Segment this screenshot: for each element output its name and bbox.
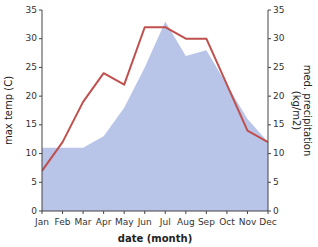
y2-tick-label: 15 — [273, 119, 284, 129]
y2-tick-label: 0 — [273, 206, 279, 216]
y-axis-line — [42, 10, 43, 211]
y2-tick-label: 20 — [273, 91, 285, 101]
y2-tick — [268, 96, 271, 97]
x-tick-label: Jan — [34, 217, 49, 227]
plot-area — [42, 21, 268, 211]
x-tick — [226, 211, 227, 214]
x-tick-label: Jun — [137, 217, 152, 227]
x-tick — [83, 211, 84, 214]
x-tick — [206, 211, 207, 214]
y-tick-label: 30 — [26, 33, 38, 43]
x-tick-label: Dec — [259, 217, 276, 227]
y2-axis-label: med. precipitation(kg/m2) — [291, 65, 313, 157]
temperature-line — [42, 27, 268, 171]
x-tick — [185, 211, 186, 214]
x-tick-label: Feb — [55, 217, 71, 227]
x-tick — [124, 211, 125, 214]
y2-tick — [268, 182, 271, 183]
y-tick-label: 15 — [26, 119, 37, 129]
x-tick — [165, 211, 166, 214]
y2-axis-label-line: (kg/m2) — [291, 91, 302, 131]
y2-tick — [268, 10, 271, 11]
x-tick — [144, 211, 145, 214]
y2-tick — [268, 153, 271, 154]
y-tick — [39, 182, 42, 183]
y-tick-label: 10 — [26, 148, 38, 158]
y2-tick-label: 10 — [273, 148, 285, 158]
y-tick — [39, 153, 42, 154]
x-tick-label: Apr — [96, 217, 112, 227]
y-tick-label: 5 — [31, 177, 37, 187]
x-tick — [103, 211, 104, 214]
y-tick — [39, 67, 42, 68]
y-tick-label: 20 — [26, 91, 38, 101]
y-axis-label: max temp (C) — [3, 76, 14, 145]
x-tick — [247, 211, 248, 214]
y2-tick-label: 35 — [273, 5, 284, 15]
x-tick — [62, 211, 63, 214]
x-tick-label: Aug — [177, 217, 195, 227]
x-axis-line — [42, 211, 268, 212]
y-tick-label: 25 — [26, 62, 37, 72]
y2-axis-label-line: med. precipitation — [302, 65, 313, 157]
x-tick — [268, 211, 269, 214]
y-tick — [39, 10, 42, 11]
y2-tick-label: 25 — [273, 62, 284, 72]
x-axis-label: date (month) — [118, 233, 192, 244]
x-tick-label: Oct — [219, 217, 235, 227]
x-tick — [42, 211, 43, 214]
y2-tick — [268, 38, 271, 39]
y2-tick-label: 5 — [273, 177, 279, 187]
x-tick-label: Nov — [239, 217, 257, 227]
x-tick-label: Jul — [159, 217, 171, 227]
y-tick — [39, 96, 42, 97]
y-tick-label: 0 — [31, 206, 37, 216]
chart: 0 5 10 15 20 25 30 35 0 5 10 15 20 25 30 35 Jan Feb Mar Apr… — [0, 0, 318, 247]
y2-tick-label: 30 — [273, 33, 285, 43]
y-tick — [39, 124, 42, 125]
x-tick-label: May — [115, 217, 134, 227]
y-tick — [39, 38, 42, 39]
y-tick-label: 35 — [26, 5, 37, 15]
precipitation-area — [42, 21, 268, 211]
x-tick-label: Mar — [75, 217, 92, 227]
y2-tick — [268, 124, 271, 125]
x-tick-label: Sep — [198, 217, 215, 227]
y2-axis-line — [268, 10, 269, 211]
y2-tick — [268, 67, 271, 68]
